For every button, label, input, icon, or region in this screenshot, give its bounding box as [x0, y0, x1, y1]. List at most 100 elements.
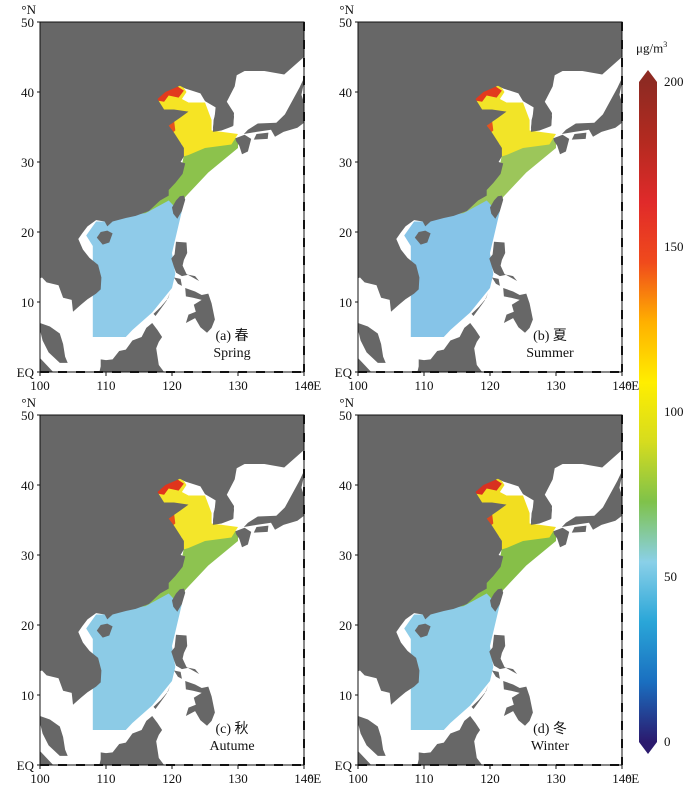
land-mass	[530, 500, 552, 525]
lon-tick-label: 130	[228, 771, 248, 786]
land-mass	[358, 716, 386, 756]
land-mass	[40, 358, 54, 372]
lat-tick-label: EQ	[17, 365, 35, 380]
lon-tick-label: 130	[228, 378, 248, 393]
land-mass	[553, 527, 570, 548]
panel-season: Spring	[213, 346, 250, 361]
lon-unit-label: °E	[308, 378, 321, 393]
land-mass	[358, 415, 622, 705]
land-mass	[358, 22, 622, 312]
land-mass	[212, 500, 234, 525]
colorbar-tick-label: 150	[664, 239, 684, 254]
land-mass	[358, 323, 386, 363]
panel-season: Summer	[526, 346, 574, 361]
land-mass	[96, 623, 113, 638]
lon-tick-label: 140	[294, 378, 314, 393]
land-mass	[40, 323, 68, 363]
lon-tick-label: 110	[414, 378, 433, 393]
lat-tick-label: 30	[21, 548, 34, 563]
panel-label: (c) 秋	[215, 721, 248, 737]
panel-label: (b) 夏	[533, 328, 567, 344]
land-mass	[171, 634, 200, 674]
lon-tick-label: 130	[546, 771, 566, 786]
land-mass	[530, 107, 552, 132]
colorbar	[639, 70, 657, 754]
panel-label: (d) 冬	[533, 721, 567, 737]
lat-unit-label: °N	[21, 395, 36, 410]
lon-tick-label: 100	[30, 771, 50, 786]
land-mass	[235, 527, 252, 548]
lon-tick-label: 140	[294, 771, 314, 786]
lon-tick-label: 110	[96, 771, 115, 786]
lat-tick-label: 10	[339, 295, 352, 310]
land-mass	[503, 288, 533, 333]
lon-tick-label: 120	[480, 378, 500, 393]
lat-tick-label: EQ	[335, 758, 353, 773]
land-mass	[171, 241, 200, 281]
lat-tick-label: 50	[21, 408, 34, 423]
land-mass	[174, 670, 182, 679]
colorbar-bottom-arrow	[639, 742, 657, 754]
lat-tick-label: EQ	[17, 758, 35, 773]
pm-region-south	[404, 586, 500, 730]
pm-region-south	[86, 193, 182, 337]
lon-unit-label: °E	[626, 771, 639, 786]
land-mass	[553, 134, 570, 155]
map-panel-d: 50 40 30 20 10 EQ 100 110 120 130 140 °N °E (d) 冬 Wint…	[318, 393, 640, 793]
lat-tick-label: 40	[21, 85, 34, 100]
pm-region-north	[155, 478, 238, 552]
pm-region-east	[125, 137, 238, 216]
lat-tick-label: 40	[339, 85, 352, 100]
lon-tick-label: 120	[480, 771, 500, 786]
lat-tick-label: 30	[339, 548, 352, 563]
land-mass	[40, 716, 68, 756]
pm-region-north	[473, 478, 556, 552]
pm-region-east	[443, 530, 556, 609]
pm-region-east	[125, 530, 238, 609]
pm-region-south	[404, 193, 500, 337]
land-mass	[172, 195, 186, 219]
panel-label: (a) 春	[215, 328, 248, 344]
colorbar-body	[639, 82, 657, 742]
land-mass	[571, 525, 587, 533]
land-mass	[358, 358, 372, 372]
lat-tick-label: 10	[339, 688, 352, 703]
land-mass	[99, 716, 165, 765]
lat-tick-label: 10	[21, 688, 34, 703]
colorbar-tick-label: 0	[664, 734, 671, 749]
land-mass	[243, 471, 304, 530]
land-mass	[492, 277, 500, 286]
map-panel-a: 50 40 30 20 10 EQ 100 110 120 130 140 °N °E (a) 春 Spri…	[0, 0, 322, 400]
land-mass	[212, 107, 234, 132]
lat-tick-label: 20	[339, 225, 352, 240]
land-mass	[243, 78, 304, 137]
lon-tick-label: 100	[348, 378, 368, 393]
lon-tick-label: 100	[30, 378, 50, 393]
land-mass	[503, 681, 533, 726]
lat-tick-label: 20	[21, 225, 34, 240]
lat-unit-label: °N	[339, 2, 354, 17]
lat-tick-label: 40	[339, 478, 352, 493]
panel-season: Winter	[531, 739, 570, 754]
land-mass	[561, 471, 622, 530]
land-mass	[417, 716, 483, 765]
land-mass	[153, 292, 170, 316]
land-mass	[358, 751, 372, 765]
land-mass	[571, 132, 587, 140]
lat-unit-label: °N	[339, 395, 354, 410]
land-mass	[235, 134, 252, 155]
land-mass	[471, 685, 488, 709]
land-mass	[185, 681, 215, 726]
land-mass	[489, 634, 518, 674]
lat-tick-label: EQ	[335, 365, 353, 380]
land-mass	[414, 623, 431, 638]
colorbar-tick-label: 100	[664, 404, 684, 419]
lon-tick-label: 140	[612, 771, 632, 786]
lon-tick-label: 100	[348, 771, 368, 786]
lon-tick-label: 120	[162, 771, 182, 786]
lon-tick-label: 110	[414, 771, 433, 786]
